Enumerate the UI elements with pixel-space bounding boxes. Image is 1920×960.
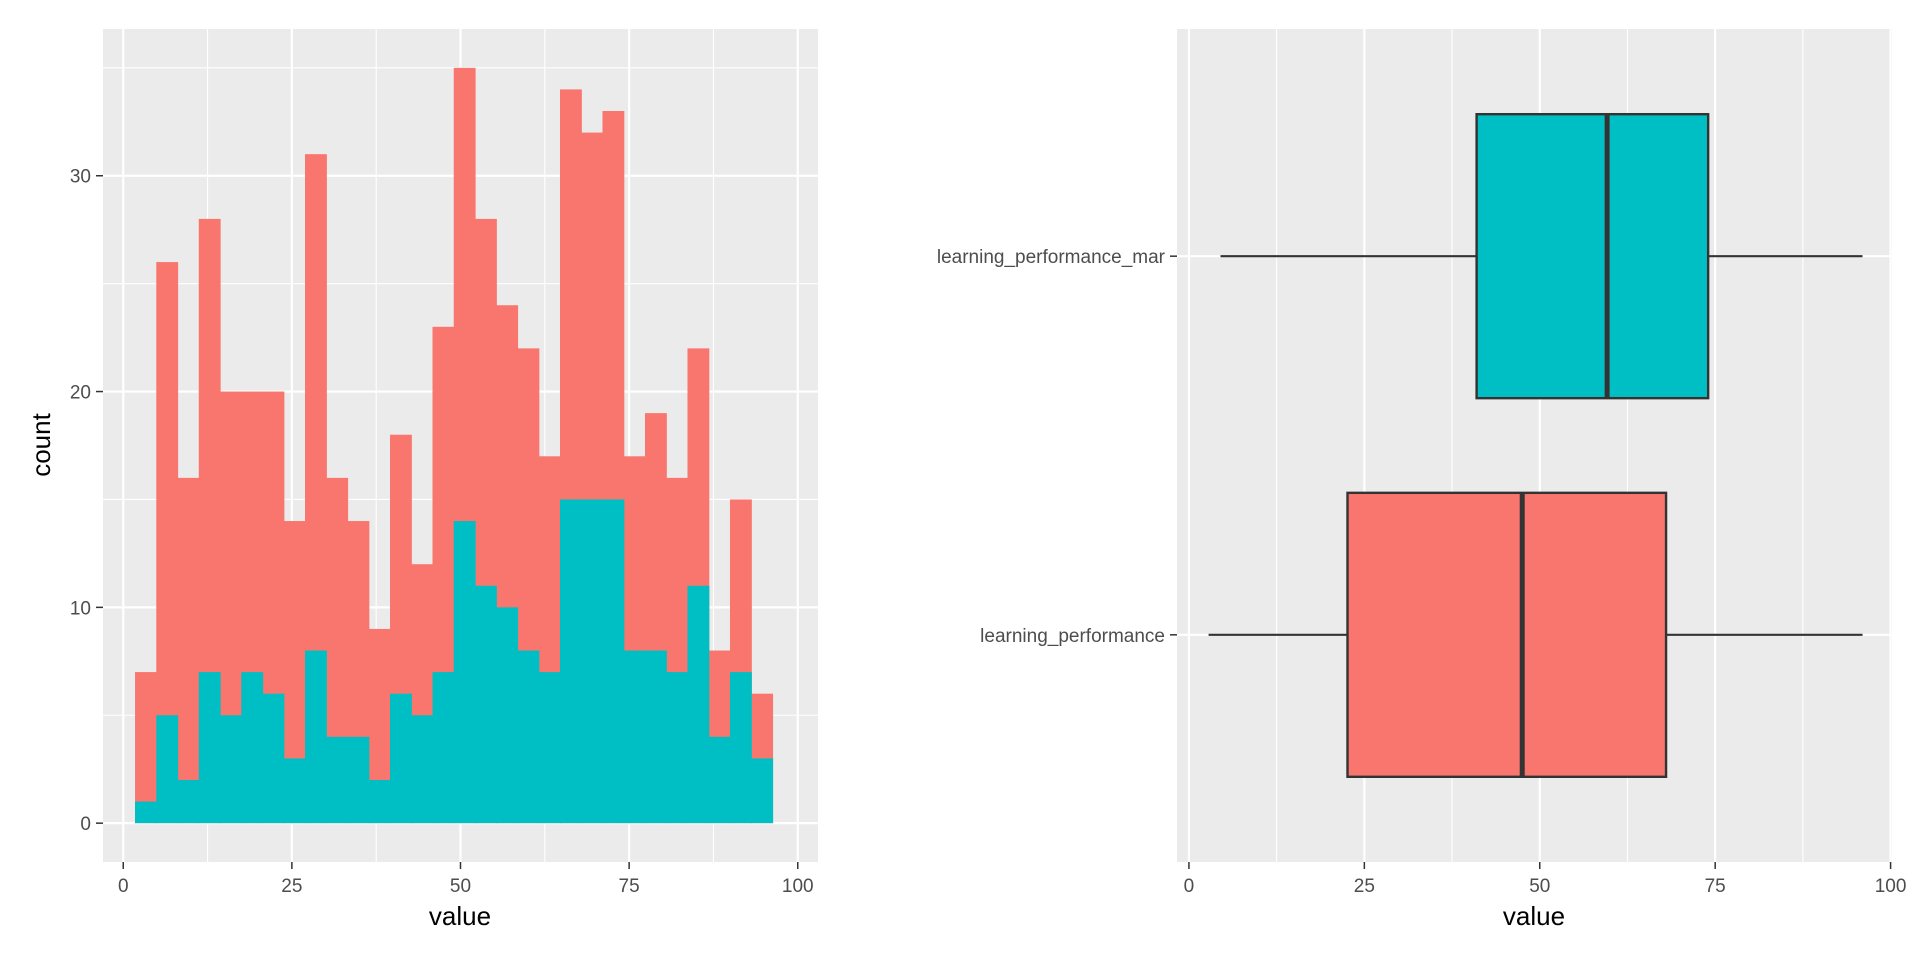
x-tick-label: 50 — [1529, 876, 1550, 897]
x-tick-label: 25 — [1354, 876, 1375, 897]
x-tick-label: 0 — [118, 876, 129, 897]
histogram-bar-series-2 — [729, 672, 752, 824]
histogram-bar-series-2 — [177, 779, 200, 824]
histogram-bar-series-2 — [602, 499, 625, 824]
x-tick-label: 50 — [450, 876, 471, 897]
histogram-bar-series-2 — [687, 585, 710, 824]
histogram-bar-series-2 — [708, 736, 731, 824]
y-tick-label: 20 — [70, 383, 91, 404]
histogram-x-axis-title: value — [429, 901, 491, 931]
histogram-panel: 0 25 50 75 100 0 10 20 30 value count — [26, 29, 818, 931]
histogram-bar-series-2 — [496, 607, 519, 824]
histogram-bar-series-1 — [135, 672, 157, 824]
y-tick-label: learning_performance_mar — [937, 247, 1166, 268]
histogram-bar-series-2 — [581, 499, 604, 824]
y-tick-label: 0 — [80, 814, 91, 835]
histogram-axes: 0 25 50 75 100 0 10 20 30 — [70, 167, 814, 897]
histogram-bar-series-1 — [156, 262, 179, 824]
histogram-bar-series-2 — [220, 715, 242, 824]
histogram-bars — [135, 67, 774, 824]
histogram-bar-series-2 — [623, 650, 646, 824]
histogram-bar-series-2 — [198, 672, 221, 824]
histogram-bar-series-2 — [283, 758, 306, 824]
y-tick-label: 30 — [70, 167, 91, 188]
x-tick-label: 75 — [619, 876, 640, 897]
histogram-bar-series-2 — [644, 650, 667, 824]
y-tick-label: learning_performance — [980, 626, 1165, 647]
histogram-bar-series-2 — [559, 499, 582, 824]
histogram-bar-series-1 — [177, 477, 200, 824]
box-iqr — [1346, 491, 1668, 779]
histogram-bar-series-2 — [262, 693, 285, 824]
histogram-bar-series-2 — [751, 758, 774, 824]
histogram-bar-series-2 — [390, 693, 412, 824]
histogram-bar-series-2 — [538, 672, 561, 824]
histogram-bar-series-2 — [666, 672, 689, 824]
histogram-bar-series-1 — [368, 628, 391, 824]
box-iqr — [1475, 112, 1710, 400]
histogram-bar-series-2 — [453, 521, 476, 824]
boxplot-axes: learning_performance_mar learning_perform… — [937, 247, 1907, 897]
histogram-y-axis-title: count — [26, 412, 56, 476]
histogram-bar-series-2 — [347, 736, 370, 824]
x-tick-label: 0 — [1184, 876, 1195, 897]
histogram-bar-series-2 — [135, 801, 157, 824]
histogram-bar-series-2 — [432, 672, 455, 824]
x-tick-label: 75 — [1705, 876, 1726, 897]
histogram-bar-series-2 — [368, 779, 391, 824]
boxplot-x-axis-title: value — [1503, 901, 1565, 931]
x-tick-label: 100 — [782, 876, 814, 897]
histogram-bar-series-2 — [305, 650, 327, 824]
histogram-bar-series-2 — [326, 736, 349, 824]
histogram-bar-series-2 — [241, 672, 264, 824]
x-tick-label: 100 — [1875, 876, 1907, 897]
boxplot-panel: learning_performance_mar learning_perform… — [937, 29, 1907, 931]
histogram-bar-series-2 — [517, 650, 540, 824]
x-tick-label: 25 — [281, 876, 302, 897]
histogram-bar-series-1 — [283, 521, 306, 824]
boxplot-boxes — [1208, 112, 1863, 779]
histogram-bar-series-2 — [411, 715, 434, 824]
histogram-bar-series-2 — [156, 715, 179, 824]
histogram-bar-series-2 — [475, 585, 497, 824]
y-tick-label: 10 — [70, 598, 91, 619]
